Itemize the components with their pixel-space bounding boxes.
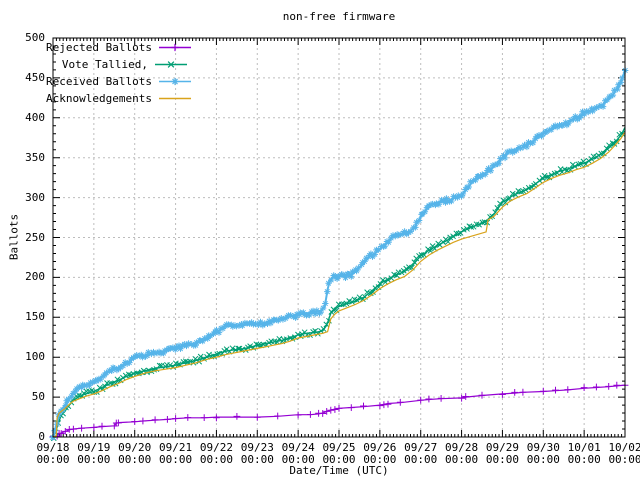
legend-star-sample-icon bbox=[158, 75, 191, 88]
legend-item: Received Ballots bbox=[46, 73, 191, 90]
legend-label: Vote Tallied, bbox=[61, 58, 148, 71]
x-tick-label: 09/24 00:00 bbox=[281, 441, 315, 466]
legend-item: Vote Tallied, bbox=[46, 56, 188, 73]
x-tick-label: 09/20 00:00 bbox=[118, 441, 152, 466]
x-tick-label: 09/22 00:00 bbox=[199, 441, 233, 466]
y-tick-label: 300 bbox=[25, 190, 45, 204]
y-tick-label: 450 bbox=[25, 70, 45, 84]
x-tick-label: 09/21 00:00 bbox=[159, 441, 193, 466]
x-tick-label: 09/23 00:00 bbox=[240, 441, 274, 466]
x-tick-label: 09/18 00:00 bbox=[36, 441, 70, 466]
legend-plus-sample-icon bbox=[158, 41, 191, 54]
x-tick-label: 10/01 00:00 bbox=[567, 441, 601, 466]
x-axis-label: Date/Time (UTC) bbox=[289, 464, 389, 477]
x-tick-label: 09/19 00:00 bbox=[77, 441, 111, 466]
y-tick-label: 50 bbox=[31, 390, 45, 404]
x-tick-label: 09/26 00:00 bbox=[363, 441, 397, 466]
y-tick-label: 400 bbox=[25, 110, 45, 124]
x-tick-label: 09/29 00:00 bbox=[485, 441, 519, 466]
x-tick-label: 09/27 00:00 bbox=[404, 441, 438, 466]
y-tick-label: 150 bbox=[25, 310, 45, 324]
legend-label: Received Ballots bbox=[46, 75, 152, 88]
legend-label: Acknowledgements bbox=[46, 92, 152, 105]
x-tick-label: 10/02 00:00 bbox=[608, 441, 640, 466]
y-tick-label: 100 bbox=[25, 350, 45, 364]
legend: Rejected Ballots Vote Tallied, Received Ba… bbox=[46, 39, 191, 107]
y-tick-label: 0 bbox=[38, 430, 45, 443]
legend-item: Rejected Ballots bbox=[46, 39, 191, 56]
y-tick-label: 200 bbox=[25, 270, 45, 284]
y-tick-label: 350 bbox=[25, 150, 45, 164]
legend-cross-sample-icon bbox=[154, 58, 188, 71]
legend-item: Acknowledgements bbox=[46, 90, 191, 107]
y-tick-label: 250 bbox=[25, 230, 45, 244]
legend-none-sample-icon bbox=[158, 92, 191, 105]
x-tick-label: 09/25 00:00 bbox=[322, 441, 356, 466]
x-tick-label: 09/28 00:00 bbox=[445, 441, 479, 466]
y-tick-label: 500 bbox=[25, 31, 45, 44]
x-tick-label: 09/30 00:00 bbox=[526, 441, 560, 466]
legend-label: Rejected Ballots bbox=[46, 41, 152, 54]
chart-title: non-free firmware bbox=[282, 10, 396, 23]
